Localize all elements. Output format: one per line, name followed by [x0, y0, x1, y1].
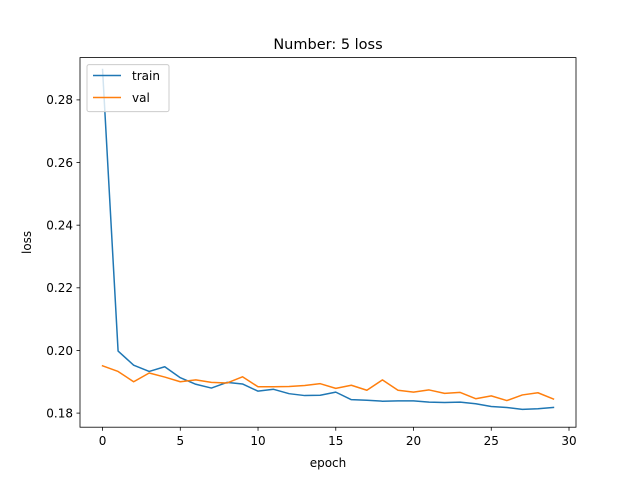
legend-label-train: train: [132, 69, 160, 83]
y-axis-label: loss: [20, 231, 34, 254]
y-tick-label: 0.18: [46, 406, 73, 420]
y-tick-label: 0.20: [46, 344, 73, 358]
x-tick-label: 25: [484, 434, 499, 448]
y-axis-ticks: 0.18 0.20 0.22 0.24 0.26 0.28: [46, 93, 80, 420]
x-axis-label: epoch: [310, 456, 347, 470]
series-line-train: [101, 68, 555, 411]
x-tick-label: 30: [561, 434, 576, 448]
x-tick-label: 10: [250, 434, 265, 448]
y-tick-label: 0.28: [46, 93, 73, 107]
legend-box: [86, 64, 170, 113]
x-tick-label: 20: [406, 434, 421, 448]
series-layer: [101, 68, 555, 411]
y-tick-label: 0.24: [46, 218, 73, 232]
chart-title: Number: 5 loss: [273, 37, 382, 53]
x-tick-label: 15: [328, 434, 343, 448]
x-axis-ticks: 0 5 10 15 20 25 30: [99, 427, 577, 448]
series-line-val: [101, 364, 555, 402]
legend-label-val: val: [132, 91, 150, 105]
plot-area-frame: [79, 57, 577, 428]
x-tick-label: 0: [99, 434, 107, 448]
x-tick-label: 5: [176, 434, 184, 448]
legend: train val: [86, 64, 170, 113]
y-tick-label: 0.26: [46, 156, 73, 170]
y-tick-label: 0.22: [46, 281, 73, 295]
